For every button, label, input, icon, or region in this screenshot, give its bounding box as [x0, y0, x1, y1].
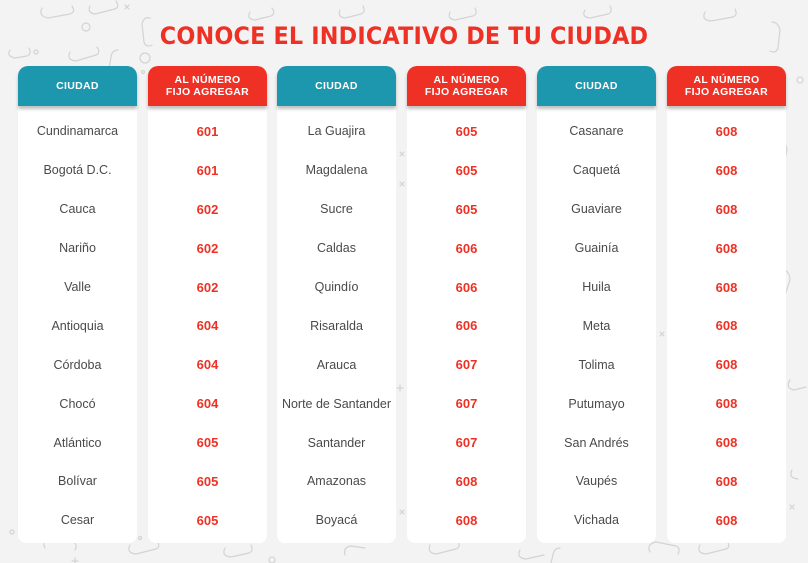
code-list: 608 608 608 608 608 608 608 608 608 608 …	[667, 106, 786, 543]
code-cell: 606	[455, 240, 478, 256]
city-cell: Valle	[64, 280, 91, 294]
city-header: CIUDAD	[277, 66, 396, 106]
code-cell: 608	[715, 396, 738, 412]
city-cell: Antioquia	[51, 318, 104, 333]
code-header-line2: FIJO AGREGAR	[684, 86, 769, 98]
city-cell: Casanare	[569, 124, 624, 139]
city-column-1: CIUDAD Cundinamarca Bogotá D.C. Cauca Na…	[18, 66, 137, 543]
code-cell: 607	[455, 396, 478, 412]
code-cell: 607	[455, 357, 478, 373]
city-header-label: CIUDAD	[315, 80, 358, 92]
city-cell: Quindío	[314, 280, 359, 294]
code-cell: 605	[196, 473, 219, 489]
city-header-label: CIUDAD	[56, 80, 99, 92]
code-cell: 607	[455, 435, 478, 451]
city-cell: Guainía	[574, 241, 619, 256]
code-cell: 605	[196, 435, 219, 451]
city-cell: Santander	[307, 435, 366, 450]
city-cell: Bolívar	[58, 474, 97, 489]
code-header: AL NÚMERO FIJO AGREGAR	[148, 66, 267, 106]
city-header-label: CIUDAD	[575, 80, 618, 92]
code-cell: 606	[455, 318, 478, 334]
city-cell: Caldas	[317, 241, 356, 256]
city-cell: Vichada	[574, 513, 619, 528]
code-cell: 608	[715, 279, 738, 295]
code-header-line2: FIJO AGREGAR	[424, 86, 509, 98]
city-cell: Arauca	[316, 357, 357, 372]
code-cell: 608	[715, 240, 738, 256]
page-title: CONOCE EL INDICATIVO DE TU CIUDAD	[159, 22, 649, 50]
code-cell: 605	[455, 123, 478, 139]
code-cell: 608	[715, 201, 738, 217]
city-cell: Magdalena	[305, 163, 368, 178]
code-cell: 602	[196, 201, 219, 217]
code-header-line1: AL NÚMERO	[433, 74, 500, 86]
code-header-line2: FIJO AGREGAR	[165, 86, 250, 98]
city-cell: San Andrés	[564, 435, 629, 450]
code-list: 605 605 605 606 606 606 607 607 607 608 …	[407, 106, 526, 543]
code-cell: 601	[196, 162, 219, 178]
code-cell: 608	[715, 123, 738, 139]
code-header: AL NÚMERO FIJO AGREGAR	[667, 66, 786, 106]
city-cell: Guaviare	[571, 202, 622, 217]
city-cell: Putumayo	[568, 396, 625, 411]
code-cell: 608	[715, 318, 738, 334]
city-cell: Sucre	[320, 202, 353, 217]
city-column-2: CIUDAD La Guajira Magdalena Sucre Caldas…	[277, 66, 396, 543]
city-cell: Cundinamarca	[36, 124, 119, 139]
city-cell: Chocó	[59, 396, 96, 411]
code-cell: 608	[715, 473, 738, 489]
code-cell: 602	[196, 279, 219, 295]
city-list: Cundinamarca Bogotá D.C. Cauca Nariño Va…	[18, 106, 137, 543]
city-cell: Atlántico	[53, 435, 102, 450]
city-cell: Norte de Santander	[281, 396, 392, 411]
code-cell: 605	[455, 162, 478, 178]
city-cell: Córdoba	[53, 357, 102, 372]
city-cell: Meta	[582, 318, 611, 333]
code-header-line1: AL NÚMERO	[174, 74, 241, 86]
code-cell: 608	[715, 357, 738, 373]
city-cell: Cauca	[59, 202, 96, 217]
code-cell: 606	[455, 279, 478, 295]
code-cell: 608	[715, 435, 738, 451]
code-column-2: AL NÚMERO FIJO AGREGAR 605 605 605 606 60…	[407, 66, 526, 543]
city-cell: Vaupés	[575, 474, 618, 489]
city-cell: Caquetá	[572, 163, 621, 178]
city-header: CIUDAD	[18, 66, 137, 106]
code-cell: 602	[196, 240, 219, 256]
city-cell: Tolima	[578, 357, 615, 372]
code-column-3: AL NÚMERO FIJO AGREGAR 608 608 608 608 60…	[667, 66, 786, 543]
code-cell: 608	[715, 162, 738, 178]
code-cell: 601	[196, 123, 219, 139]
city-cell: Boyacá	[315, 513, 358, 528]
city-cell: Huila	[582, 280, 611, 294]
city-cell: Amazonas	[306, 474, 367, 489]
code-cell: 604	[196, 396, 219, 412]
code-cell: 608	[455, 473, 478, 489]
code-list: 601 601 602 602 602 604 604 604 605 605 …	[148, 106, 267, 543]
city-cell: Risaralda	[310, 318, 363, 333]
code-cell: 605	[196, 512, 219, 528]
code-header: AL NÚMERO FIJO AGREGAR	[407, 66, 526, 106]
code-cell: 605	[455, 201, 478, 217]
code-cell: 608	[455, 512, 478, 528]
code-cell: 604	[196, 318, 219, 334]
city-cell: Bogotá D.C.	[43, 163, 112, 178]
code-cell: 608	[715, 512, 738, 528]
city-column-3: CIUDAD Casanare Caquetá Guaviare Guainía…	[537, 66, 656, 543]
code-cell: 604	[196, 357, 219, 373]
city-cell: Nariño	[59, 241, 96, 256]
city-list: Casanare Caquetá Guaviare Guainía Huila …	[537, 106, 656, 543]
city-header: CIUDAD	[537, 66, 656, 106]
city-cell: La Guajira	[307, 124, 366, 139]
city-list: La Guajira Magdalena Sucre Caldas Quindí…	[277, 106, 396, 543]
code-header-line1: AL NÚMERO	[693, 74, 760, 86]
code-column-1: AL NÚMERO FIJO AGREGAR 601 601 602 602 60…	[148, 66, 267, 543]
city-cell: Cesar	[60, 513, 95, 528]
